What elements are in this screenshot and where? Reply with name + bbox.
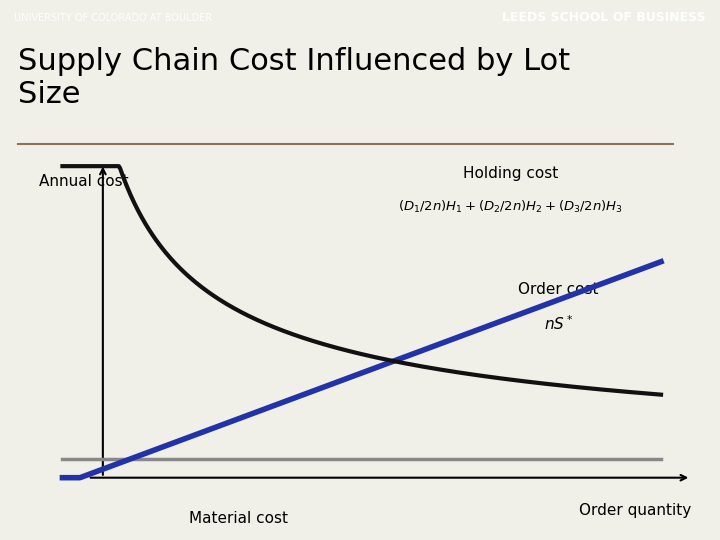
Text: $nS^*$: $nS^*$ bbox=[544, 314, 573, 333]
Text: Holding cost: Holding cost bbox=[462, 166, 558, 181]
Text: $(D_1/2n)H_1 + (D_2/2n)H_2 + (D_3/2n)H_3$: $(D_1/2n)H_1 + (D_2/2n)H_2 + (D_3/2n)H_3… bbox=[397, 199, 623, 215]
Text: LEEDS SCHOOL OF BUSINESS: LEEDS SCHOOL OF BUSINESS bbox=[502, 11, 706, 24]
Text: Annual cost: Annual cost bbox=[40, 174, 129, 190]
Text: Material cost: Material cost bbox=[189, 511, 288, 526]
Text: UNIVERSITY OF COLORADO AT BOULDER: UNIVERSITY OF COLORADO AT BOULDER bbox=[14, 12, 212, 23]
Text: Order cost: Order cost bbox=[518, 282, 599, 298]
Text: Order quantity: Order quantity bbox=[579, 503, 691, 518]
Text: Supply Chain Cost Influenced by Lot
Size: Supply Chain Cost Influenced by Lot Size bbox=[18, 47, 570, 109]
